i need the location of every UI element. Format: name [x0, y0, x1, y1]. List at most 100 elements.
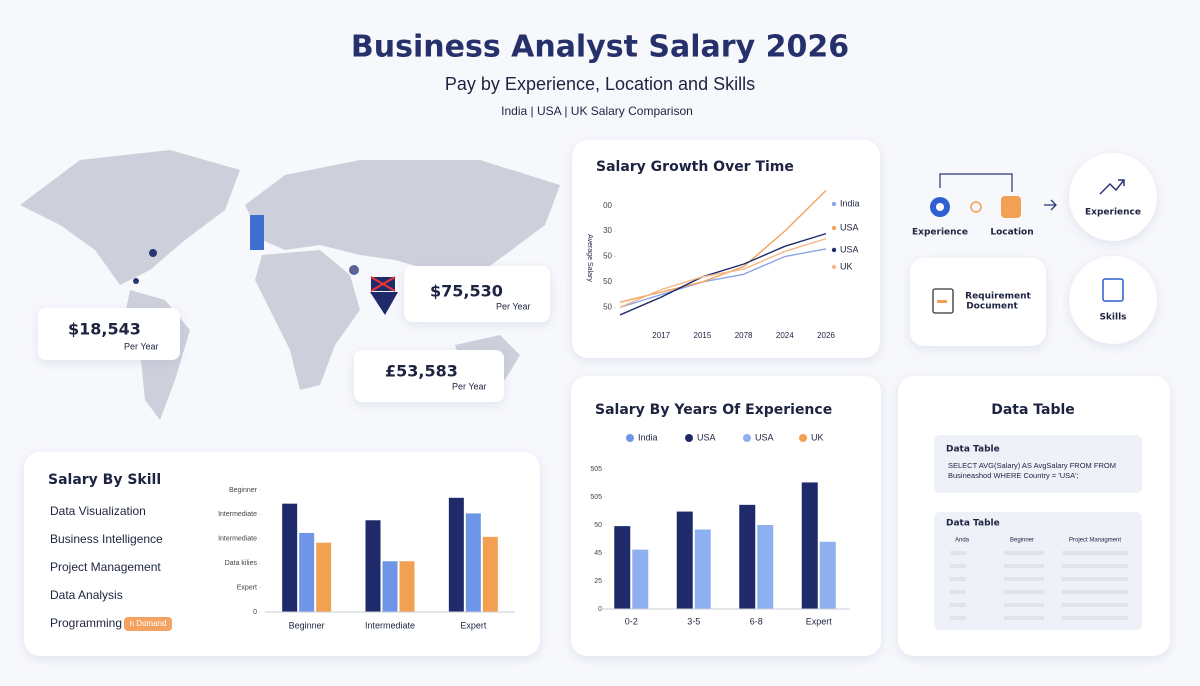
y-tick-label: 50	[594, 522, 602, 529]
column-header: Beginner	[1010, 538, 1034, 544]
legend-label: UK	[811, 432, 824, 442]
salary-period: Per Year	[496, 301, 531, 311]
flow: Experience Location Experience Skills Re…	[910, 153, 1157, 346]
circle-card	[1069, 256, 1157, 344]
legend-label: USA	[840, 222, 859, 232]
x-tick-label: 2015	[694, 331, 712, 340]
x-tick-label: 6-8	[750, 616, 763, 626]
y-tick-label: Intermediate	[218, 511, 257, 518]
legend-swatch	[626, 434, 634, 442]
x-tick-label: 2017	[652, 331, 670, 340]
grid-card	[934, 512, 1142, 630]
legend-swatch	[831, 201, 837, 207]
tagline: India | USA | UK Salary Comparison	[501, 104, 693, 118]
legend-swatch	[831, 225, 837, 231]
legend-label: UK	[840, 261, 853, 271]
x-tick-label: 0-2	[625, 616, 638, 626]
experience-card	[571, 376, 881, 656]
bar	[739, 504, 756, 609]
document-card	[910, 258, 1046, 346]
y-tick-label: 25	[594, 578, 602, 585]
salary-period: Per Year	[452, 381, 487, 391]
title: Business Analyst Salary 2026	[351, 30, 849, 65]
salary-amount: $75,530	[430, 282, 503, 301]
y-tick-label: 50	[603, 252, 612, 261]
legend-label: USA	[755, 432, 774, 442]
badge	[124, 617, 172, 631]
x-tick-label: 2024	[776, 331, 794, 340]
x-tick-label: 2078	[735, 331, 753, 340]
y-tick-label: Data kilies	[225, 560, 258, 567]
salary-card	[404, 266, 550, 322]
line	[619, 189, 827, 303]
list-icon	[1102, 278, 1124, 302]
skill-item: Data Analysis	[50, 588, 123, 602]
arrow	[1044, 199, 1057, 211]
x-tick-label: Expert	[460, 620, 487, 630]
bar	[316, 542, 332, 612]
x-tick-label: 3-5	[687, 616, 700, 626]
skill-item: Project Management	[50, 560, 161, 574]
skill-item: Business Intelligence	[50, 532, 163, 546]
bar	[365, 520, 381, 612]
bar	[801, 482, 818, 609]
salary-card	[354, 350, 504, 402]
y-tick-label: 45	[594, 550, 602, 557]
table-title: Data Table	[991, 402, 1075, 418]
legend-label: USA	[840, 244, 859, 254]
line	[619, 248, 827, 308]
y-tick-label: 30	[603, 226, 612, 235]
subtitle: Pay by Experience, Location and Skills	[445, 74, 755, 94]
legend-label: India	[638, 432, 658, 442]
chart-title: Salary By Years Of Experience	[595, 402, 832, 418]
y-tick-label: 0	[253, 609, 257, 616]
query-line: Busineashod WHERE Country = 'USA';	[948, 471, 1079, 480]
trend-icon	[1099, 179, 1125, 195]
bar	[694, 529, 711, 609]
y-tick-label: 505	[590, 466, 602, 473]
x-tick-label: Expert	[806, 616, 833, 626]
bar	[382, 561, 398, 612]
x-tick-label: 2026	[817, 331, 835, 340]
circle-label: Skills	[1099, 313, 1126, 323]
salary-period: Per Year	[124, 341, 159, 351]
column-header: Project Managment	[1069, 538, 1121, 544]
badge-text: n Domand	[130, 619, 167, 628]
y-tick-label: Expert	[237, 584, 257, 591]
circle-label: Experience	[1085, 208, 1141, 218]
column-header: Anda	[955, 538, 970, 544]
legend-swatch	[685, 434, 693, 442]
y-axis-label: Average Salary	[586, 234, 593, 282]
flow-step: Location	[990, 228, 1033, 238]
query-title: Data Table	[946, 445, 1000, 455]
bar	[676, 511, 693, 609]
legend-swatch	[831, 247, 837, 253]
document-label: Document	[966, 302, 1018, 312]
flow-step: Experience	[912, 228, 968, 238]
doc-icon	[1001, 196, 1021, 218]
legend-swatch	[799, 434, 807, 442]
y-tick-label: 50	[603, 277, 612, 286]
circle-card	[1069, 153, 1157, 241]
bar	[614, 526, 631, 609]
y-tick-label: Intermediate	[218, 536, 257, 543]
legend-swatch	[831, 264, 837, 270]
bar	[448, 497, 464, 612]
bar	[399, 561, 415, 612]
x-tick-label: Beginner	[289, 620, 325, 630]
query-card	[934, 435, 1142, 493]
legend-label: USA	[697, 432, 716, 442]
y-tick-label: 00	[603, 201, 612, 210]
row-placeholders	[950, 551, 1128, 620]
legend-swatch	[743, 434, 751, 442]
skill-item: Data Visualization	[50, 504, 146, 518]
data-table: Data Table Data Table SELECT AVG(Salary)…	[934, 402, 1142, 630]
gear-icon	[936, 203, 944, 211]
document-label: Requirement	[965, 292, 1031, 302]
chart-title: Salary Growth Over Time	[596, 159, 794, 175]
grid-title: Data Table	[946, 519, 1000, 529]
query-line: SELECT AVG(Salary) AS AvgSalary FROM FRO…	[948, 461, 1116, 470]
y-tick-label: Beginner	[229, 487, 258, 494]
